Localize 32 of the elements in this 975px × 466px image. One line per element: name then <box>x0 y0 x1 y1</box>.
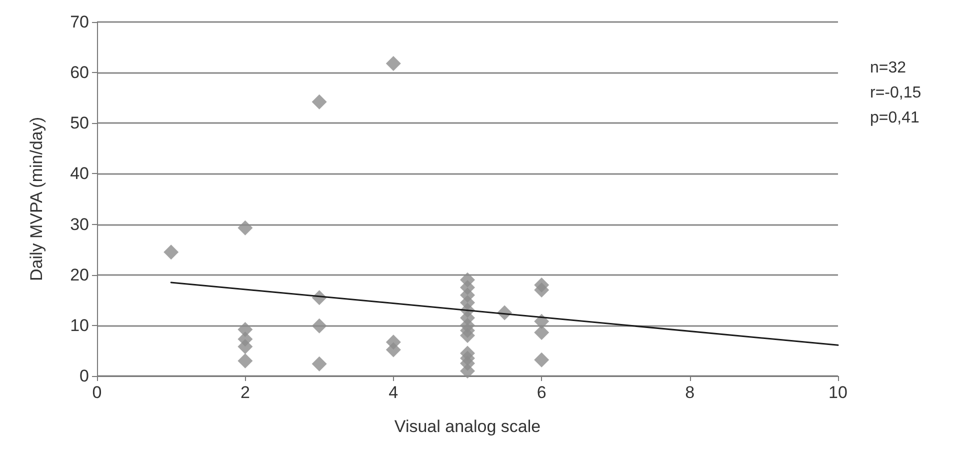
x-tick-label: 2 <box>240 383 250 402</box>
point <box>164 244 179 260</box>
point <box>386 342 401 358</box>
y-tick-label: 10 <box>70 316 89 335</box>
y-tick-label: 20 <box>70 265 89 284</box>
x-tick-label: 4 <box>388 383 398 402</box>
point <box>534 325 550 340</box>
point <box>460 363 475 378</box>
point <box>238 339 253 354</box>
x-tick-label: 10 <box>828 383 848 402</box>
x-axis-title: Visual analog scale <box>394 417 541 436</box>
x-tick-label: 8 <box>685 383 695 402</box>
y-tick-label: 0 <box>80 366 89 386</box>
y-tick-label: 70 <box>70 12 89 32</box>
point <box>238 220 253 236</box>
x-tick-label: 6 <box>536 383 546 402</box>
point <box>386 56 401 71</box>
point <box>534 282 550 298</box>
y-axis-title: Daily MVPA (min/day) <box>27 116 46 282</box>
text: r=-0,15 <box>870 84 922 102</box>
y-tick-label: 40 <box>70 164 89 184</box>
y-tick-label: 50 <box>70 114 89 133</box>
point <box>312 356 327 372</box>
y-tick-label: 30 <box>70 214 89 234</box>
y-tick-label: 60 <box>70 63 89 82</box>
point <box>312 318 327 334</box>
x-tick-label: 0 <box>92 383 102 402</box>
point <box>312 94 327 110</box>
point <box>238 353 253 368</box>
text: n=32 <box>870 60 906 76</box>
point <box>534 352 550 368</box>
text: p=0,41 <box>870 110 920 126</box>
